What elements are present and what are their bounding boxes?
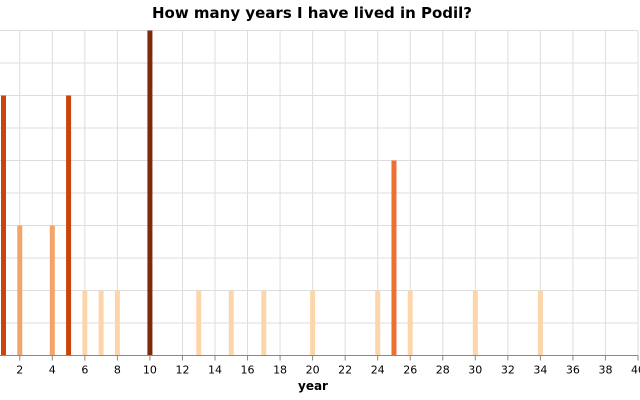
x-tick-label: 18	[273, 364, 287, 377]
x-tick-label: 6	[81, 364, 88, 377]
x-tick-label: 28	[436, 364, 450, 377]
x-tick-label: 14	[208, 364, 222, 377]
x-tick-label: 40	[631, 364, 640, 377]
bar	[472, 290, 478, 356]
bar	[66, 95, 72, 356]
x-tick-label: 30	[468, 364, 482, 377]
bar	[391, 160, 397, 356]
x-axis: 246810121416182022242628303234363840	[0, 355, 640, 377]
bar	[537, 290, 543, 356]
bar	[1, 95, 6, 356]
bar	[98, 290, 104, 356]
bar	[407, 290, 413, 356]
x-tick-label: 38	[598, 364, 612, 377]
x-tick-label: 32	[501, 364, 515, 377]
x-tick-label: 34	[533, 364, 547, 377]
bar	[49, 225, 55, 356]
bar	[147, 30, 153, 356]
bar	[261, 290, 267, 356]
bar	[375, 290, 381, 356]
bar	[310, 290, 316, 356]
x-tick-label: 8	[114, 364, 121, 377]
x-tick-label: 12	[175, 364, 189, 377]
bars	[1, 30, 543, 356]
x-tick-label: 16	[241, 364, 255, 377]
bar	[82, 290, 88, 356]
chart-title: How many years I have lived in Podil?	[152, 4, 472, 22]
bar	[196, 290, 202, 356]
bar	[228, 290, 234, 356]
x-tick-label: 36	[566, 364, 580, 377]
x-axis-title: year	[298, 379, 328, 393]
x-tick-label: 20	[306, 364, 320, 377]
x-tick-label: 26	[403, 364, 417, 377]
x-tick-label: 10	[143, 364, 157, 377]
x-tick-label: 4	[49, 364, 56, 377]
bar	[114, 290, 120, 356]
x-tick-label: 2	[16, 364, 23, 377]
x-tick-label: 24	[371, 364, 385, 377]
x-tick-label: 22	[338, 364, 352, 377]
bar	[17, 225, 23, 356]
